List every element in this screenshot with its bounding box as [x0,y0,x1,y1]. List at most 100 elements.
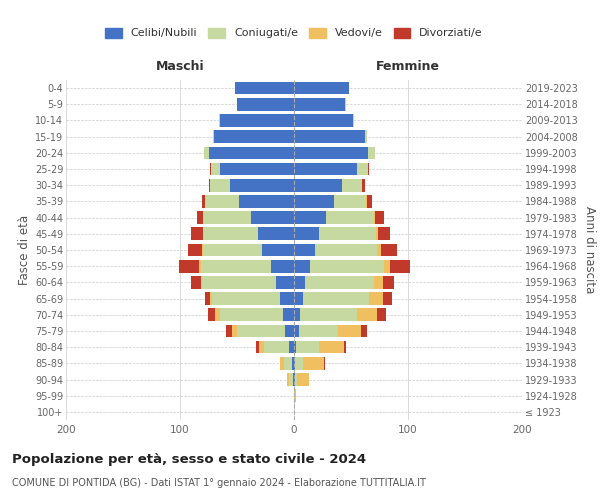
Bar [294,98,346,110]
Bar [377,308,386,321]
Bar [294,390,296,402]
Bar [259,341,265,353]
Text: Popolazione per età, sesso e stato civile - 2024: Popolazione per età, sesso e stato civil… [12,452,366,466]
Bar [204,146,209,159]
Bar [232,324,237,338]
Bar [383,276,394,288]
Bar [289,341,294,353]
Bar [205,292,209,305]
Bar [368,146,375,159]
Bar [203,212,251,224]
Bar [294,130,365,143]
Bar [235,82,294,94]
Bar [303,357,323,370]
Text: Maschi: Maschi [155,60,205,73]
Bar [237,324,285,338]
Bar [294,276,305,288]
Bar [292,357,294,370]
Bar [202,195,205,207]
Bar [366,195,367,207]
Bar [362,179,365,192]
Bar [294,292,303,305]
Bar [209,292,212,305]
Bar [293,373,294,386]
Bar [294,324,299,338]
Bar [209,146,294,159]
Bar [319,228,376,240]
Bar [356,162,368,175]
Bar [197,212,203,224]
Bar [294,146,368,159]
Bar [262,244,294,256]
Bar [376,228,379,240]
Bar [203,244,262,256]
Bar [265,341,289,353]
Bar [220,162,294,175]
Bar [220,308,283,321]
Bar [344,341,346,353]
Bar [280,292,294,305]
Bar [209,162,211,175]
Bar [257,228,294,240]
Bar [390,260,410,272]
Bar [239,195,294,207]
Bar [319,341,344,353]
Bar [294,212,326,224]
Bar [334,195,366,207]
Text: Femmine: Femmine [376,60,440,73]
Bar [300,308,356,321]
Bar [271,260,294,272]
Bar [285,324,294,338]
Bar [295,373,298,386]
Bar [202,244,203,256]
Bar [294,260,310,272]
Bar [215,308,220,321]
Bar [203,228,257,240]
Bar [214,130,294,143]
Bar [326,212,374,224]
Bar [209,308,215,321]
Bar [338,324,361,338]
Bar [226,324,232,338]
Bar [237,98,294,110]
Bar [294,308,300,321]
Bar [179,260,199,272]
Bar [296,341,319,353]
Bar [374,276,383,288]
Bar [280,357,284,370]
Bar [200,260,271,272]
Bar [287,373,289,386]
Bar [374,212,375,224]
Bar [212,292,280,305]
Bar [251,212,294,224]
Bar [230,179,294,192]
Bar [353,114,355,127]
Bar [314,244,377,256]
Bar [375,212,384,224]
Y-axis label: Fasce di età: Fasce di età [17,215,31,285]
Bar [342,179,362,192]
Bar [377,244,380,256]
Bar [368,162,369,175]
Bar [219,114,220,127]
Bar [294,244,314,256]
Bar [294,179,342,192]
Bar [305,276,374,288]
Bar [205,195,239,207]
Bar [294,373,295,386]
Bar [256,341,259,353]
Y-axis label: Anni di nascita: Anni di nascita [583,206,596,294]
Bar [202,276,276,288]
Bar [294,114,353,127]
Bar [294,82,349,94]
Bar [213,130,214,143]
Bar [367,195,371,207]
Bar [211,162,220,175]
Bar [299,324,338,338]
Bar [294,162,356,175]
Bar [199,260,200,272]
Bar [323,357,325,370]
Bar [209,179,230,192]
Bar [200,276,202,288]
Legend: Celibi/Nubili, Coniugati/e, Vedovi/e, Divorziati/e: Celibi/Nubili, Coniugati/e, Vedovi/e, Di… [102,24,486,42]
